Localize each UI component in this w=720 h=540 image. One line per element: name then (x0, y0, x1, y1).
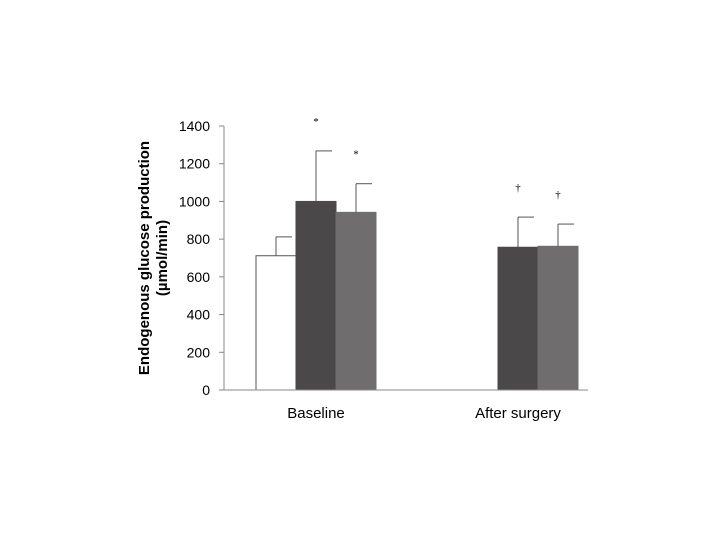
bars (255, 200, 579, 391)
significance-markers: * * † † (313, 116, 561, 201)
significance-marker: * (313, 116, 319, 128)
y-axis-label-line2: (µmol/min) (154, 220, 171, 296)
y-tick-label: 400 (187, 307, 211, 323)
y-tick-label: 800 (187, 231, 211, 247)
y-tick-label: 1000 (179, 193, 210, 209)
significance-marker: * (353, 149, 359, 161)
x-category-label: Baseline (287, 405, 345, 422)
bar (255, 255, 297, 391)
bar (295, 200, 337, 391)
y-tick-label: 600 (187, 269, 211, 285)
axes (223, 126, 588, 391)
significance-marker: † (515, 182, 521, 194)
y-tick-label: 1200 (179, 156, 210, 172)
y-axis-label-line1: Endogenous glucose production (136, 141, 153, 375)
y-tick-label: 0 (202, 382, 210, 398)
x-category-label: After surgery (475, 405, 561, 422)
error-bars (275, 150, 574, 256)
significance-marker: † (555, 189, 561, 201)
y-axis-ticks: 0 200 400 600 800 1000 1200 1400 (179, 118, 224, 398)
y-tick-label: 200 (187, 344, 211, 360)
bar (537, 245, 579, 391)
y-axis-label: Endogenous glucose production (µmol/min) (136, 141, 171, 375)
x-axis-category-labels: Baseline After surgery (287, 405, 561, 422)
bar (335, 211, 377, 391)
bar (497, 246, 539, 391)
y-tick-label: 1400 (179, 118, 210, 134)
